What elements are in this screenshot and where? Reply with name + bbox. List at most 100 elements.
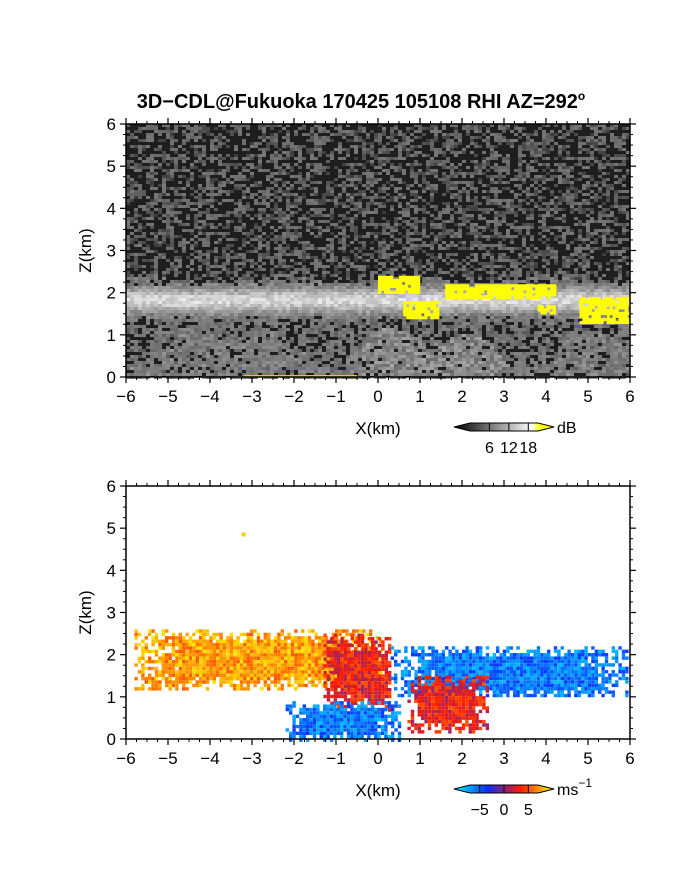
intensity-cell <box>330 298 334 301</box>
intensity-cell <box>494 202 498 205</box>
intensity-cell <box>254 223 258 226</box>
intensity-cell <box>206 178 210 181</box>
intensity-cell <box>266 190 270 193</box>
intensity-cell <box>434 169 438 172</box>
intensity-cell <box>190 172 194 175</box>
intensity-cell <box>486 160 490 163</box>
intensity-cell <box>322 274 326 277</box>
intensity-cell <box>278 304 282 307</box>
intensity-cell <box>190 166 194 169</box>
intensity-cell <box>202 226 206 229</box>
intensity-cell <box>322 283 326 286</box>
intensity-cell <box>622 139 626 142</box>
intensity-cell <box>478 172 482 175</box>
intensity-cell <box>562 232 566 235</box>
intensity-cell <box>486 211 490 214</box>
intensity-cell <box>410 184 414 187</box>
intensity-cell <box>302 241 306 244</box>
intensity-cell <box>402 256 406 259</box>
intensity-cell <box>338 262 342 265</box>
intensity-cell <box>430 223 434 226</box>
intensity-cell <box>326 301 330 304</box>
intensity-cell <box>598 220 602 223</box>
intensity-cell <box>346 151 350 154</box>
intensity-cell <box>202 160 206 163</box>
intensity-cell <box>246 289 250 292</box>
intensity-cell <box>238 268 242 271</box>
intensity-cell <box>278 208 282 211</box>
intensity-cell <box>414 196 418 199</box>
intensity-cell <box>286 163 290 166</box>
intensity-cell <box>126 274 130 277</box>
intensity-cell <box>274 181 278 184</box>
intensity-cell <box>282 217 286 220</box>
intensity-cell <box>474 136 478 139</box>
intensity-cell <box>382 274 386 277</box>
intensity-cell <box>330 217 334 220</box>
intensity-cell <box>230 286 234 289</box>
intensity-cell <box>446 262 450 265</box>
intensity-cell <box>286 202 290 205</box>
intensity-cell <box>346 316 350 319</box>
intensity-cell <box>206 289 210 292</box>
intensity-cell <box>342 301 346 304</box>
intensity-cell <box>338 271 342 274</box>
intensity-cell <box>150 265 154 268</box>
intensity-cell <box>286 205 290 208</box>
intensity-cell <box>614 232 618 235</box>
intensity-cell <box>134 253 138 256</box>
intensity-cell <box>326 304 330 307</box>
intensity-cell <box>582 193 586 196</box>
intensity-cell <box>358 283 362 286</box>
intensity-cell <box>418 196 422 199</box>
intensity-cell <box>158 307 162 310</box>
intensity-cell <box>310 289 314 292</box>
intensity-cell <box>274 205 278 208</box>
intensity-cell <box>514 271 518 274</box>
intensity-cell <box>174 307 178 310</box>
intensity-cell <box>458 310 462 313</box>
intensity-cell <box>346 199 350 202</box>
intensity-cell <box>410 244 414 247</box>
intensity-cell <box>378 256 382 259</box>
intensity-cell <box>186 169 190 172</box>
intensity-cell <box>234 304 238 307</box>
intensity-cell <box>238 289 242 292</box>
intensity-cell <box>538 184 542 187</box>
intensity-cell <box>386 187 390 190</box>
intensity-cell <box>458 196 462 199</box>
intensity-cell <box>234 301 238 304</box>
intensity-cell <box>362 166 366 169</box>
intensity-cell <box>462 304 466 307</box>
intensity-cell <box>494 223 498 226</box>
intensity-cell <box>306 229 310 232</box>
intensity-cell <box>514 274 518 277</box>
intensity-cell <box>218 136 222 139</box>
intensity-cell <box>274 304 278 307</box>
intensity-cell <box>474 313 478 316</box>
intensity-cell <box>450 184 454 187</box>
intensity-cell <box>134 289 138 292</box>
intensity-cell <box>382 307 386 310</box>
intensity-cell <box>194 130 198 133</box>
intensity-cell <box>138 184 142 187</box>
intensity-cell <box>222 310 226 313</box>
intensity-cell <box>486 307 490 310</box>
intensity-cell <box>426 154 430 157</box>
intensity-cell <box>302 313 306 316</box>
intensity-cell <box>318 289 322 292</box>
intensity-cell <box>586 223 590 226</box>
intensity-cell <box>502 280 506 283</box>
intensity-cell <box>606 232 610 235</box>
intensity-cell <box>302 283 306 286</box>
intensity-cell <box>306 226 310 229</box>
intensity-cell <box>194 223 198 226</box>
intensity-cell <box>418 247 422 250</box>
intensity-cell <box>378 223 382 226</box>
intensity-cell <box>374 301 378 304</box>
intensity-cell <box>626 136 630 139</box>
intensity-cell <box>446 160 450 163</box>
intensity-cell <box>218 304 222 307</box>
intensity-cell <box>362 220 366 223</box>
intensity-cell <box>462 217 466 220</box>
